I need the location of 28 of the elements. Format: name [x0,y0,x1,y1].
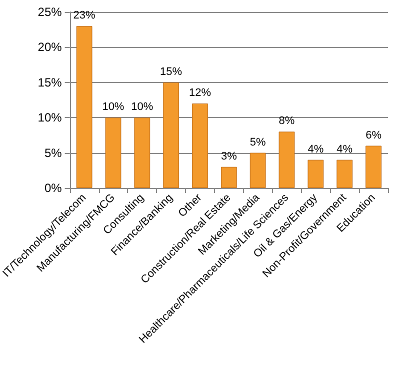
bar [366,146,382,188]
y-tick-label: 0% [44,181,62,195]
bar [134,118,150,188]
bar [192,104,208,188]
data-label: 4% [336,143,353,156]
y-tick-label: 10% [38,110,62,125]
bar [220,166,237,188]
y-tick-label: 25% [38,5,62,19]
data-label: 3% [220,150,238,162]
y-tick-label: 20% [38,40,62,54]
bar [278,132,295,188]
data-label: 15% [160,66,182,78]
data-label: 23% [73,10,96,22]
bar [76,26,92,188]
y-tick-label: 15% [38,75,62,90]
data-label: 4% [308,143,324,156]
y-tick-label: 5% [44,146,62,160]
bar [308,160,324,188]
data-label: 8% [278,115,295,128]
bar [336,160,353,188]
data-label: 12% [188,87,212,100]
bar [105,118,122,188]
data-label: 10% [102,101,124,114]
data-label: 5% [250,136,266,148]
data-label: 6% [366,129,382,142]
data-label: 10% [131,101,154,114]
bar [163,82,180,188]
bar [250,152,266,188]
